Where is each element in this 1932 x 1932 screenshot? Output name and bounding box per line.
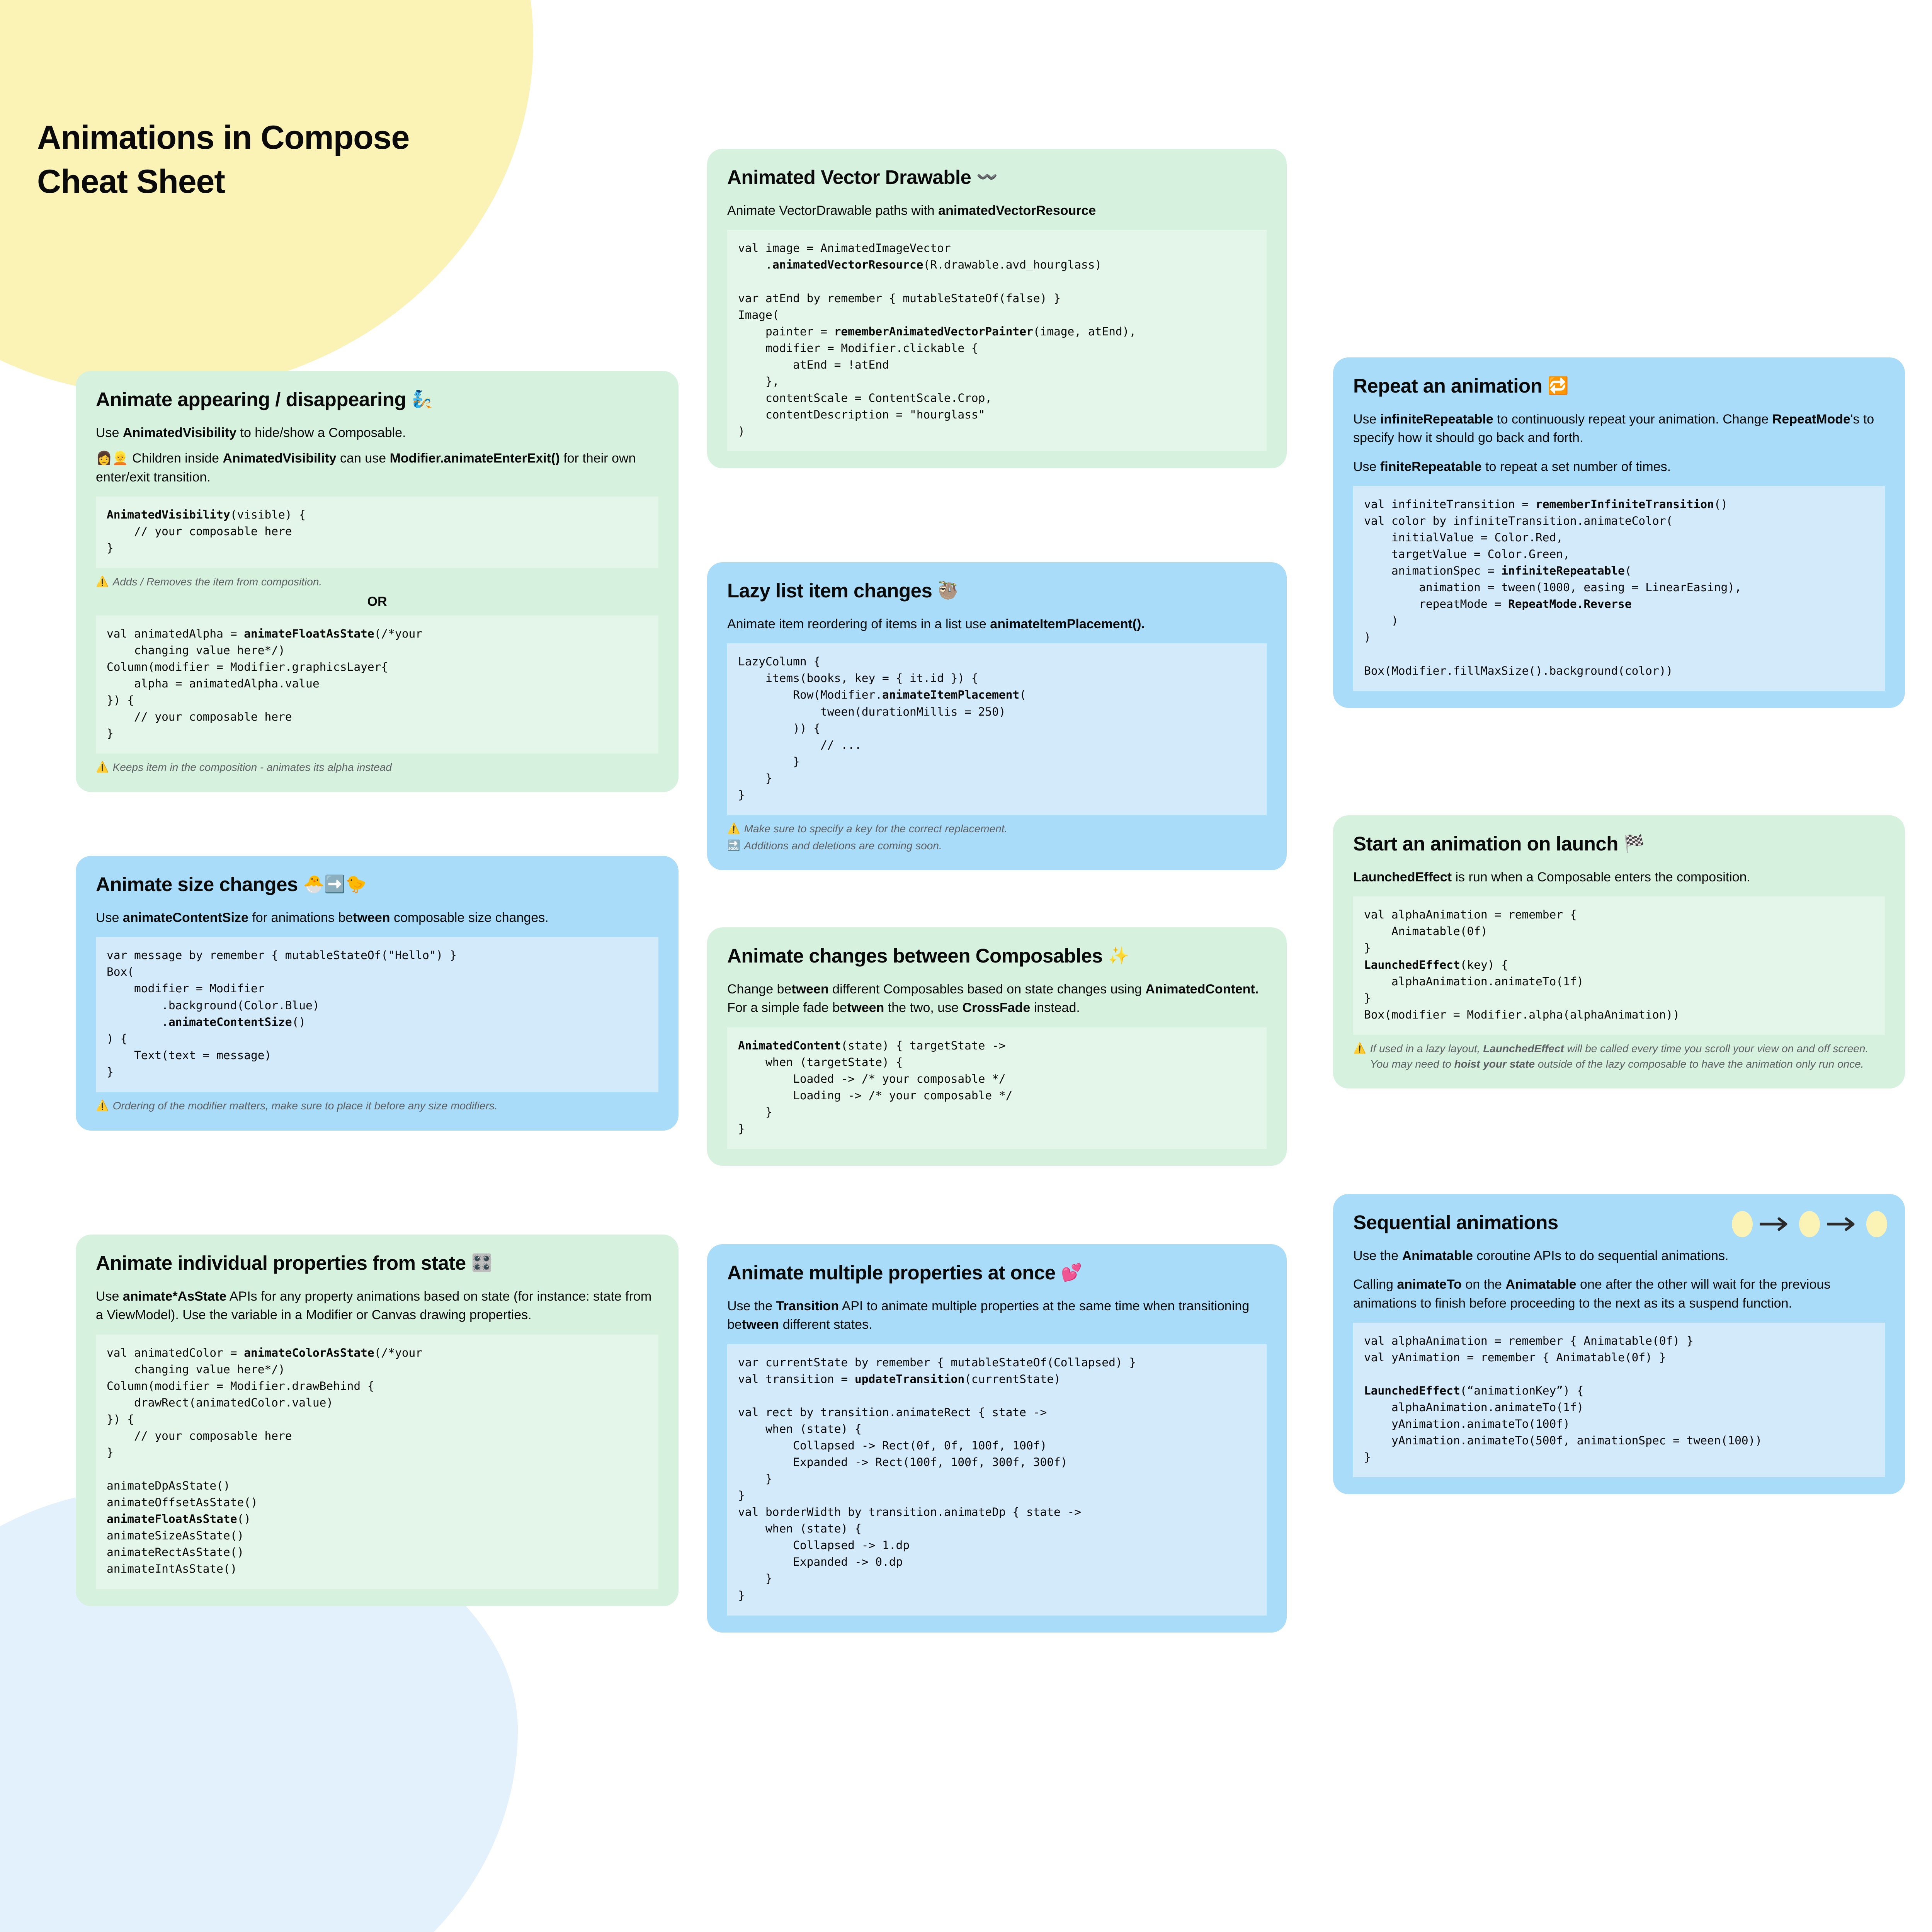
arrow-right-icon — [1827, 1217, 1855, 1231]
size-note: ⚠️ Ordering of the modifier matters, mak… — [96, 1098, 658, 1114]
card-animate-individual-properties: Animate individual properties from state… — [76, 1235, 679, 1606]
launch-code: val alphaAnimation = remember { Animatab… — [1353, 896, 1885, 1035]
appearing-intro-2: 👩👱 Children inside AnimatedVisibility ca… — [96, 451, 636, 485]
sequential-intro-1: Use the Animatable coroutine APIs to do … — [1353, 1248, 1729, 1264]
card-animate-appearing-disappearing: Animate appearing / disappearing 🧞 Use A… — [76, 371, 679, 793]
chick-arrow-icon: 🐣➡️🐤 — [303, 875, 366, 894]
size-intro: Use animateContentSize for animations be… — [96, 910, 549, 925]
sequence-dot-icon — [1866, 1211, 1887, 1237]
card-title: Sequential animations — [1353, 1211, 1885, 1233]
composables-code: AnimatedContent(state) { targetState -> … — [727, 1027, 1267, 1149]
warning-icon: ⚠️ — [96, 1099, 109, 1111]
genie-lamp-icon: 🧞 — [412, 390, 433, 409]
lazy-code: LazyColumn { items(books, key = { it.id … — [727, 643, 1267, 815]
card-lazy-list-item-changes: Lazy list item changes 🦥 Animate item re… — [707, 562, 1287, 871]
avd-intro: Animate VectorDrawable paths with animat… — [727, 203, 1096, 218]
card-title: Animated Vector Drawable 〰️ — [727, 166, 1267, 188]
card-repeat-an-animation: Repeat an animation 🔁 Use infiniteRepeat… — [1333, 357, 1905, 708]
repeat-intro-2: Use finiteRepeatable to repeat a set num… — [1353, 459, 1671, 474]
multiple-title-text: Animate multiple properties at once — [727, 1262, 1056, 1284]
page-title-line1: Animations in Compose — [37, 119, 410, 156]
sequence-dot-icon — [1799, 1211, 1820, 1237]
card-title: Animate multiple properties at once 💕 — [727, 1262, 1267, 1284]
page-title-line2: Cheat Sheet — [37, 163, 225, 200]
appearing-title-text: Animate appearing / disappearing — [96, 388, 406, 410]
lazy-intro: Animate item reordering of items in a li… — [727, 617, 1145, 632]
card-start-animation-on-launch: Start an animation on launch 🏁 LaunchedE… — [1333, 815, 1905, 1089]
sequential-dots-arrows-art — [1732, 1211, 1887, 1237]
repeat-code: val infiniteTransition = rememberInfinit… — [1353, 486, 1885, 691]
arrow-right-icon — [1760, 1217, 1787, 1231]
individual-intro: Use animate*AsState APIs for any propert… — [96, 1289, 652, 1323]
launch-note: ⚠️ If used in a lazy layout, LaunchedEff… — [1353, 1041, 1885, 1072]
repeat-icon: 🔁 — [1548, 376, 1569, 396]
wavy-dash-icon: 〰️ — [976, 168, 998, 187]
size-code: var message by remember { mutableStateOf… — [96, 937, 658, 1092]
warning-icon: ⚠️ — [96, 761, 109, 773]
lazy-note-2: 🔜 Additions and deletions are coming soo… — [727, 838, 1267, 854]
multiple-code: var currentState by remember { mutableSt… — [727, 1344, 1267, 1616]
sequential-intro-2: Calling animateTo on the Animatable one … — [1353, 1277, 1831, 1311]
lazy-title-text: Lazy list item changes — [727, 580, 932, 602]
launch-note-text: If used in a lazy layout, LaunchedEffect… — [1370, 1042, 1869, 1070]
sparkles-icon: ✨ — [1108, 946, 1129, 966]
card-title: Start an animation on launch 🏁 — [1353, 833, 1885, 855]
appearing-code-1: AnimatedVisibility(visible) { // your co… — [96, 496, 658, 568]
launch-intro: LaunchedEffect is run when a Composable … — [1353, 870, 1751, 885]
appearing-intro-1: Use AnimatedVisibility to hide/show a Co… — [96, 425, 406, 440]
card-animate-changes-between-composables: Animate changes between Composables ✨ Ch… — [707, 927, 1287, 1166]
revolving-hearts-icon: 💕 — [1061, 1263, 1082, 1282]
lazy-note-1: ⚠️ Make sure to specify a key for the co… — [727, 821, 1267, 837]
repeat-title-text: Repeat an animation — [1353, 375, 1543, 397]
individual-title-text: Animate individual properties from state — [96, 1252, 466, 1274]
launch-title-text: Start an animation on launch — [1353, 833, 1618, 855]
appearing-note-1: ⚠️ Adds / Removes the item from composit… — [96, 574, 658, 590]
sequence-dot-icon — [1732, 1211, 1753, 1237]
appearing-code-2: val animatedAlpha = animateFloatAsState(… — [96, 615, 658, 754]
appearing-note-1-text: Adds / Removes the item from composition… — [112, 576, 322, 588]
size-title-text: Animate size changes — [96, 873, 298, 895]
appearing-note-2: ⚠️ Keeps item in the composition - anima… — [96, 760, 658, 775]
composables-intro: Change between different Composables bas… — [727, 982, 1259, 1015]
warning-icon: ⚠️ — [1353, 1042, 1366, 1054]
avd-title-text: Animated Vector Drawable — [727, 166, 971, 188]
lazy-note-1-text: Make sure to specify a key for the corre… — [744, 822, 1008, 835]
avd-code: val image = AnimatedImageVector .animate… — [727, 230, 1267, 452]
card-animate-size-changes: Animate size changes 🐣➡️🐤 Use animateCon… — [76, 856, 679, 1131]
soon-arrow-icon: 🔜 — [727, 839, 740, 851]
card-title: Lazy list item changes 🦥 — [727, 580, 1267, 602]
size-note-text: Ordering of the modifier matters, make s… — [112, 1099, 498, 1112]
card-title: Animate size changes 🐣➡️🐤 — [96, 873, 658, 895]
chequered-flag-icon: 🏁 — [1623, 834, 1645, 854]
sequential-code: val alphaAnimation = remember { Animatab… — [1353, 1322, 1885, 1478]
multiple-intro: Use the Transition API to animate multip… — [727, 1299, 1250, 1332]
card-title: Animate individual properties from state… — [96, 1252, 658, 1274]
card-animate-multiple-properties: Animate multiple properties at once 💕 Us… — [707, 1244, 1287, 1633]
appearing-or-divider: OR — [367, 594, 387, 609]
warning-icon: ⚠️ — [96, 576, 109, 588]
card-title: Animate changes between Composables ✨ — [727, 945, 1267, 967]
card-animated-vector-drawable: Animated Vector Drawable 〰️ Animate Vect… — [707, 149, 1287, 469]
appearing-note-2-text: Keeps item in the composition - animates… — [112, 761, 392, 774]
lazy-note-2-text: Additions and deletions are coming soon. — [744, 839, 942, 852]
sloth-icon: 🦥 — [937, 581, 959, 600]
card-title: Animate appearing / disappearing 🧞 — [96, 388, 658, 410]
individual-code: val animatedColor = animateColorAsState(… — [96, 1334, 658, 1589]
repeat-intro-1: Use infiniteRepeatable to continuously r… — [1353, 412, 1874, 446]
warning-icon: ⚠️ — [727, 822, 740, 834]
card-sequential-animations: Sequential animations Use the Animatable… — [1333, 1194, 1905, 1495]
page-title: Animations in Compose Cheat Sheet — [37, 116, 410, 204]
card-title: Repeat an animation 🔁 — [1353, 375, 1885, 397]
control-knobs-icon: 🎛️ — [471, 1253, 493, 1273]
sequential-title-text: Sequential animations — [1353, 1211, 1558, 1233]
composables-title-text: Animate changes between Composables — [727, 945, 1103, 967]
